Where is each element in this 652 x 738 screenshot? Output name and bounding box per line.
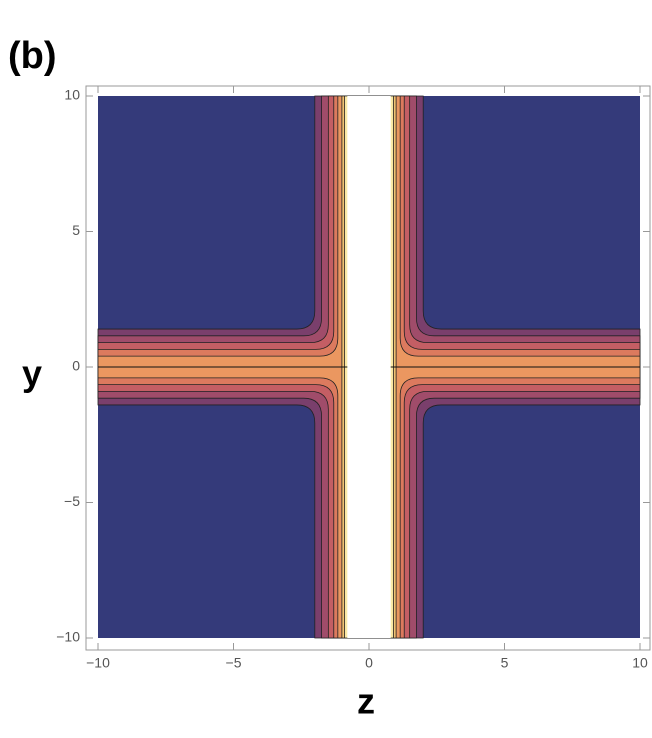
y-axis-label: y (22, 353, 42, 394)
x-tick-label: 5 (501, 655, 509, 671)
x-tick-label: 10 (632, 655, 648, 671)
y-tick-label: 0 (72, 358, 80, 374)
panel-label: (b) (8, 35, 57, 77)
y-tick-label: 10 (64, 87, 80, 103)
x-tick-label: −10 (86, 655, 110, 671)
x-tick-label: 0 (365, 655, 373, 671)
y-tick-label: −10 (56, 629, 80, 645)
x-tick-label: −5 (226, 655, 242, 671)
contour-band (347, 96, 391, 638)
x-axis-label: z (357, 681, 375, 722)
y-tick-label: −5 (64, 493, 80, 509)
plot-frame (85, 85, 651, 651)
y-tick-label: 5 (72, 222, 80, 238)
